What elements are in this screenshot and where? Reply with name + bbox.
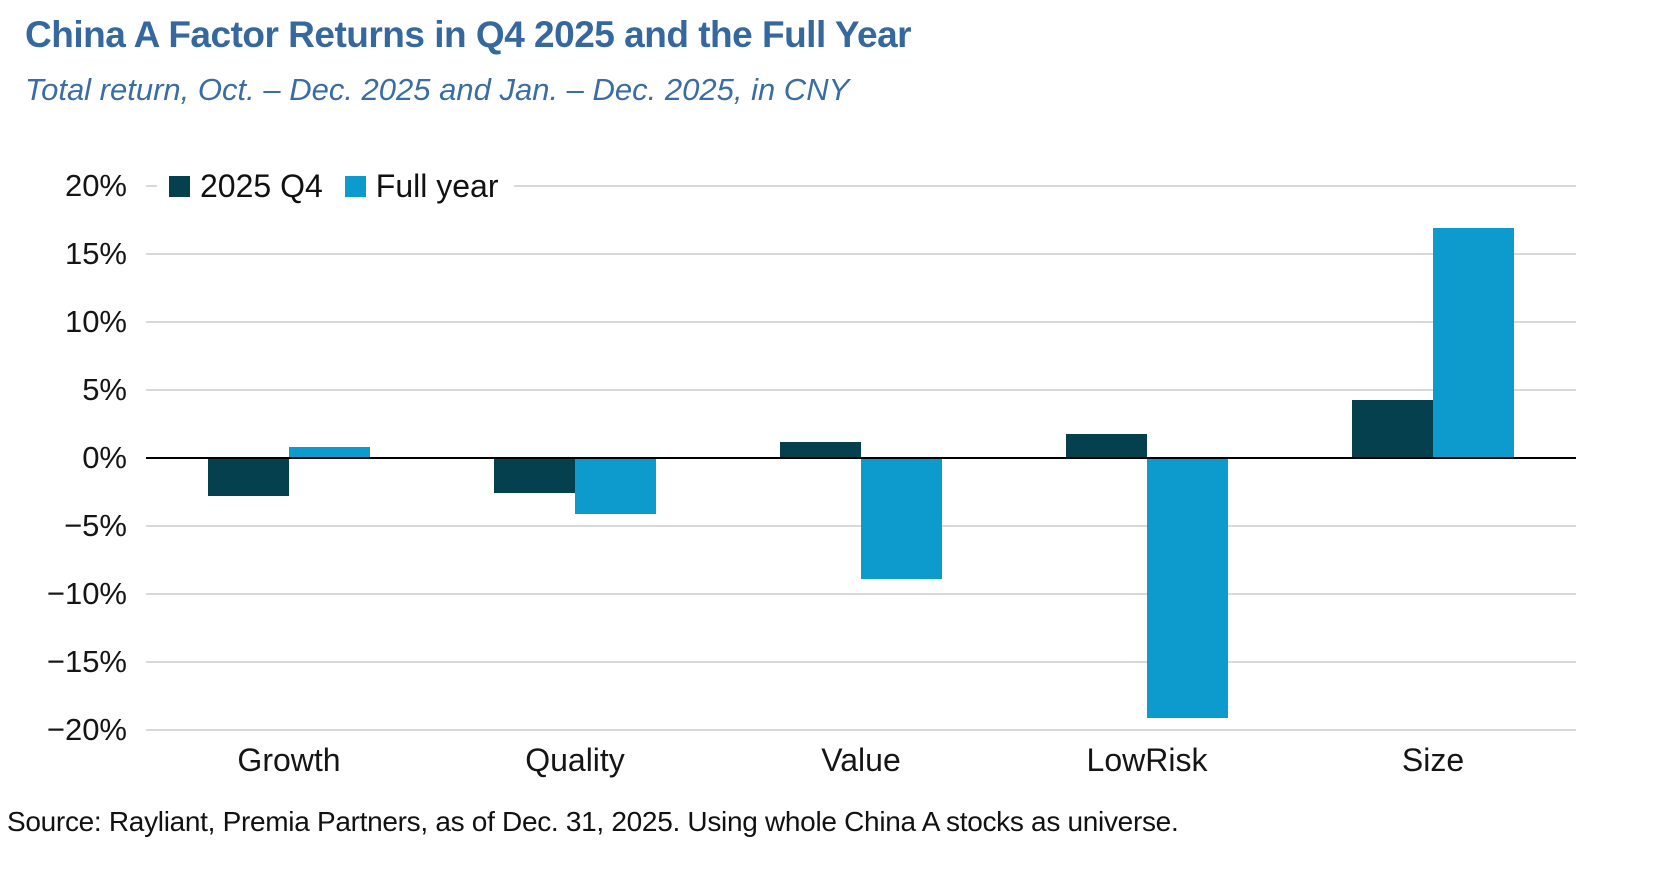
legend-label: Full year bbox=[375, 168, 499, 204]
category-label-size: Size bbox=[1401, 742, 1465, 778]
bar-lowrisk-q4 bbox=[1066, 433, 1147, 458]
gridline bbox=[146, 253, 1576, 255]
y-tick-label: 15% bbox=[64, 236, 127, 271]
gridline bbox=[146, 593, 1576, 595]
bar-quality-full-year bbox=[575, 458, 656, 514]
chart-subtitle: Total return, Oct. – Dec. 2025 and Jan. … bbox=[25, 72, 850, 107]
zero-axis-line bbox=[146, 457, 1576, 459]
legend-label: 2025 Q4 bbox=[200, 168, 323, 204]
bar-quality-q4 bbox=[494, 458, 575, 494]
category-label-value: Value bbox=[821, 742, 901, 778]
gridline bbox=[146, 185, 1576, 187]
gridline bbox=[146, 729, 1576, 731]
page-title: China A Factor Returns in Q4 2025 and th… bbox=[25, 14, 912, 55]
y-tick-label: −15% bbox=[46, 644, 127, 679]
legend-swatch-icon bbox=[169, 176, 190, 197]
y-tick-label: 20% bbox=[64, 168, 127, 203]
bar-growth-q4 bbox=[208, 458, 289, 497]
bar-value-q4 bbox=[780, 441, 861, 458]
plot-area bbox=[146, 185, 1576, 731]
category-label-growth: Growth bbox=[237, 742, 341, 778]
y-tick-label: −10% bbox=[46, 576, 127, 611]
legend-item-full-year: Full year bbox=[344, 168, 499, 205]
gridline bbox=[146, 661, 1576, 663]
y-tick-label: −20% bbox=[46, 712, 127, 747]
gridline bbox=[146, 321, 1576, 323]
bar-size-full-year bbox=[1433, 228, 1514, 458]
bar-value-full-year bbox=[861, 458, 942, 580]
gridline bbox=[146, 389, 1576, 391]
bar-growth-full-year bbox=[289, 447, 370, 458]
source-note: Source: Rayliant, Premia Partners, as of… bbox=[7, 806, 1179, 837]
y-tick-label: 0% bbox=[82, 440, 127, 475]
y-tick-label: 10% bbox=[64, 304, 127, 339]
legend: 2025 Q4 Full year bbox=[157, 162, 515, 211]
category-label-quality: Quality bbox=[525, 742, 625, 778]
bar-lowrisk-full-year bbox=[1147, 458, 1228, 718]
y-tick-label: −5% bbox=[64, 508, 127, 543]
category-label-lowrisk: LowRisk bbox=[1086, 742, 1208, 778]
legend-swatch-icon bbox=[344, 176, 366, 197]
legend-item-2025-q4: 2025 Q4 bbox=[169, 168, 323, 205]
bar-size-q4 bbox=[1352, 399, 1433, 458]
y-tick-label: 5% bbox=[82, 372, 127, 407]
